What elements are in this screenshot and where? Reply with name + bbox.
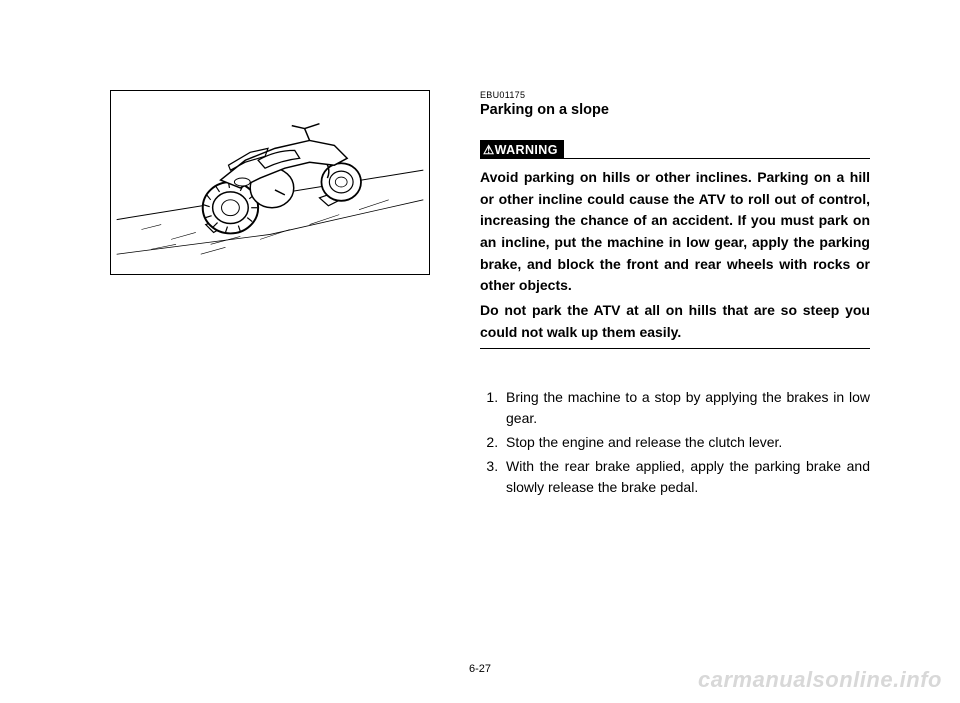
warning-paragraph-2: Do not park the ATV at all on hills that…	[480, 300, 870, 343]
step-item: With the rear brake applied, apply the p…	[502, 456, 870, 499]
manual-page: EBU01175 Parking on a slope ⚠WARNING Avo…	[0, 0, 960, 703]
warning-header-row: ⚠WARNING	[480, 140, 870, 159]
left-column	[110, 90, 440, 663]
warning-paragraph-1: Avoid parking on hills or other inclines…	[480, 167, 870, 297]
procedure-steps: Bring the machine to a stop by applying …	[480, 387, 870, 499]
atv-slope-illustration	[110, 90, 430, 275]
page-number: 6-27	[469, 663, 491, 675]
watermark: carmanualsonline.info	[698, 667, 942, 693]
step-item: Stop the engine and release the clutch l…	[502, 432, 870, 454]
warning-end-rule	[480, 348, 870, 349]
warning-header-line	[564, 141, 870, 159]
right-column: EBU01175 Parking on a slope ⚠WARNING Avo…	[480, 90, 870, 663]
atv-drawing-svg	[111, 91, 429, 274]
section-code: EBU01175	[480, 90, 870, 100]
warning-label: ⚠WARNING	[480, 140, 564, 159]
section-heading: Parking on a slope	[480, 102, 870, 118]
step-item: Bring the machine to a stop by applying …	[502, 387, 870, 430]
